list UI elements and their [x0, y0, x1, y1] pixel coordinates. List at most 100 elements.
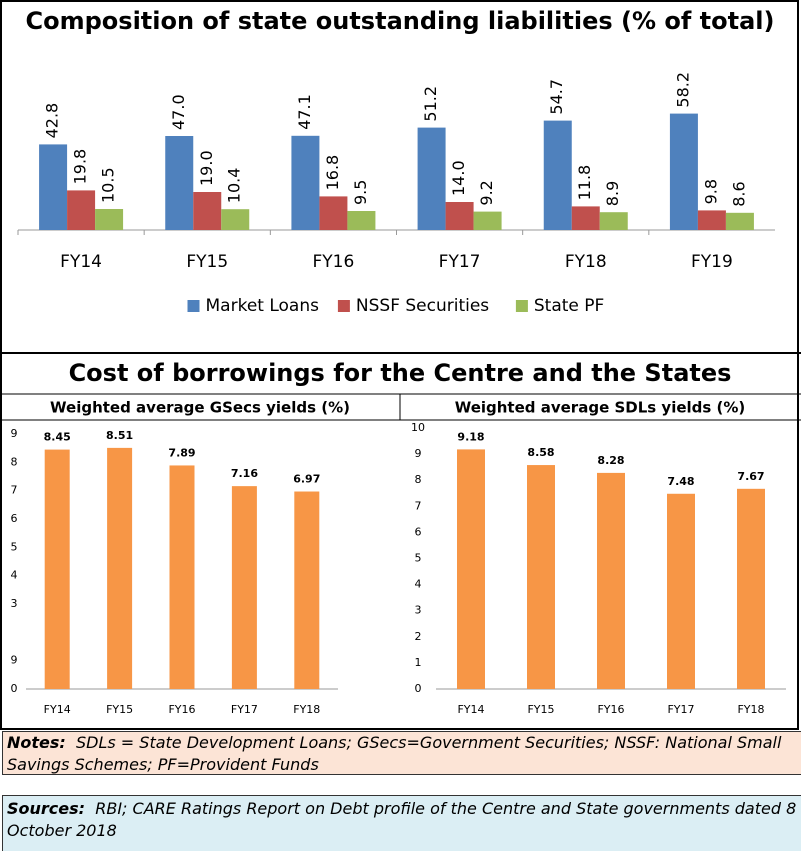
x-tick-label: FY19 [691, 252, 733, 272]
value-label: 51.2 [421, 86, 440, 122]
legend-label: NSSF Securities [356, 296, 489, 316]
bar [697, 210, 726, 230]
sources-text: RBI; CARE Ratings Report on Debt profile… [7, 799, 797, 840]
x-tick-label: FY18 [293, 703, 320, 716]
section-title: Cost of borrowings for the Centre and th… [69, 359, 732, 387]
bar [737, 488, 765, 689]
y-tick-label: 10 [411, 421, 425, 434]
y-tick-label: 8 [11, 455, 18, 468]
notes-label: Notes: [7, 733, 66, 752]
y-tick-label: 0 [11, 682, 18, 695]
y-tick-label: 7 [415, 499, 422, 512]
x-tick-label: FY15 [186, 252, 228, 272]
y-tick-label: 5 [415, 552, 422, 565]
y-tick-label: 7 [11, 484, 18, 497]
x-tick-label: FY15 [106, 703, 133, 716]
bar [165, 136, 194, 230]
value-label: 7.16 [231, 467, 258, 480]
bar [193, 192, 222, 230]
y-tick-label: 4 [11, 569, 18, 582]
value-label: 9.2 [477, 180, 496, 205]
bar [597, 472, 625, 689]
bar [667, 493, 695, 689]
bar [669, 113, 698, 230]
legend-swatch [337, 300, 350, 312]
value-label: 7.67 [737, 470, 764, 483]
x-tick-label: FY14 [457, 703, 484, 716]
bar [457, 449, 485, 689]
legend-swatch [187, 300, 200, 312]
x-tick-label: FY18 [565, 252, 607, 272]
bar [543, 120, 572, 230]
y-tick-label: 9 [415, 447, 422, 460]
y-tick-label: 4 [415, 578, 422, 591]
x-tick-label: FY16 [597, 703, 624, 716]
value-label: 19.8 [71, 149, 90, 185]
bar [319, 196, 348, 230]
value-label: 19.0 [197, 150, 216, 186]
chart-title: Composition of state outstanding liabili… [26, 7, 775, 35]
value-label: 47.1 [295, 94, 314, 130]
bar [445, 202, 474, 230]
value-label: 8.45 [44, 431, 71, 444]
value-label: 14.0 [449, 160, 468, 196]
bar [67, 190, 96, 230]
y-tick-label: 6 [11, 512, 18, 525]
value-label: 11.8 [575, 165, 594, 201]
bar [44, 449, 70, 689]
bar [571, 206, 600, 230]
y-tick-label: 2 [415, 630, 422, 643]
x-tick-label: FY15 [527, 703, 554, 716]
bar [417, 127, 446, 230]
value-label: 54.7 [547, 79, 566, 115]
value-label: 58.2 [673, 72, 692, 108]
value-label: 42.8 [43, 103, 62, 139]
value-label: 10.5 [99, 167, 118, 203]
x-tick-label: FY17 [667, 703, 694, 716]
value-label: 8.51 [106, 429, 133, 442]
value-label: 16.8 [323, 155, 342, 191]
legend-label: State PF [534, 296, 604, 316]
x-tick-label: FY16 [313, 252, 355, 272]
y-tick-label: 3 [415, 604, 422, 617]
bar [221, 209, 250, 230]
bar [107, 447, 133, 689]
x-tick-label: FY18 [737, 703, 764, 716]
value-label: 9.18 [457, 430, 484, 443]
x-tick-label: FY17 [231, 703, 258, 716]
value-label: 47.0 [169, 94, 188, 130]
x-tick-label: FY14 [60, 252, 102, 272]
legend-label: Market Loans [206, 296, 320, 316]
value-label: 8.9 [603, 181, 622, 206]
x-tick-label: FY17 [439, 252, 481, 272]
y-tick-label: 9 [11, 654, 18, 667]
bar [169, 465, 195, 689]
bar [473, 211, 502, 230]
sources: Sources: RBI; CARE Ratings Report on Deb… [2, 795, 801, 851]
x-tick-label: FY16 [168, 703, 195, 716]
legend-swatch [515, 300, 528, 312]
bar [39, 144, 68, 230]
y-tick-label: 1 [415, 656, 422, 669]
bar [599, 212, 628, 230]
bar [291, 135, 320, 230]
bar [95, 209, 124, 230]
value-label: 7.89 [168, 446, 195, 459]
bar [294, 491, 320, 689]
y-tick-label: 3 [11, 597, 18, 610]
charts: Cost of borrowings for the Centre and th… [0, 0, 801, 730]
notes: Notes: SDLs = State Development Loans; G… [2, 731, 801, 775]
y-tick-label: 8 [415, 473, 422, 486]
y-tick-label: 5 [11, 540, 18, 553]
value-label: 8.28 [597, 454, 624, 467]
y-tick-label: 6 [415, 525, 422, 538]
chart-title: Weighted average SDLs yields (%) [455, 399, 746, 417]
notes-text: SDLs = State Development Loans; GSecs=Go… [7, 733, 782, 774]
value-label: 7.48 [667, 475, 694, 488]
bar [725, 212, 754, 230]
value-label: 10.4 [225, 168, 244, 204]
value-label: 8.58 [527, 446, 554, 459]
y-tick-label: 0 [415, 682, 422, 695]
value-label: 9.8 [701, 179, 720, 204]
